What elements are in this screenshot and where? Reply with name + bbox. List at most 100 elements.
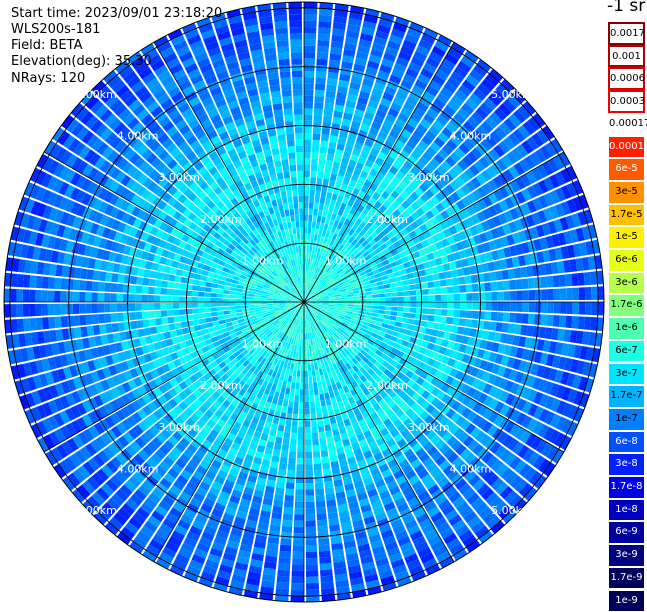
- beta-range-bin: [176, 269, 183, 276]
- beta-range-bin: [510, 291, 517, 301]
- beta-range-bin: [559, 275, 566, 287]
- beta-range-bin: [129, 294, 135, 302]
- beta-range-bin: [110, 303, 117, 312]
- beta-range-bin: [280, 538, 291, 545]
- beta-range-bin: [236, 312, 243, 316]
- beta-range-bin: [341, 300, 347, 302]
- beta-range-bin: [318, 388, 323, 395]
- beta-range-bin: [167, 303, 173, 309]
- beta-range-bin: [48, 277, 55, 289]
- beta-range-bin: [316, 71, 327, 78]
- beta-range-bin: [314, 102, 323, 109]
- beta-range-bin: [498, 302, 504, 311]
- beta-range-bin: [326, 154, 334, 161]
- beta-range-bin: [385, 293, 392, 297]
- beta-range-bin: [305, 452, 312, 458]
- beta-range-bin: [483, 273, 490, 282]
- beta-range-bin: [124, 275, 131, 284]
- beta-range-bin: [321, 134, 329, 141]
- beta-range-bin: [306, 252, 309, 258]
- beta-range-bin: [390, 316, 397, 321]
- beta-range-bin: [503, 280, 510, 290]
- beta-range-bin: [565, 316, 572, 328]
- beta-range-bin: [317, 381, 322, 388]
- beta-range-bin: [514, 324, 521, 334]
- beta-range-bin: [454, 302, 460, 309]
- beta-range-bin: [305, 402, 310, 408]
- beta-range-bin: [306, 583, 319, 590]
- beta-range-bin: [275, 437, 282, 444]
- beta-range-bin: [540, 314, 547, 325]
- beta-range-bin: [314, 363, 318, 370]
- beta-range-bin: [182, 271, 189, 278]
- beta-range-bin: [23, 289, 30, 302]
- beta-range-bin: [591, 287, 598, 300]
- beta-range-bin: [327, 436, 334, 443]
- beta-range-bin: [366, 298, 372, 301]
- beta-range-bin: [447, 286, 454, 293]
- beta-range-bin: [441, 302, 447, 308]
- beta-range-bin: [86, 281, 93, 291]
- beta-range-bin: [529, 290, 536, 300]
- beta-range-bin: [314, 203, 319, 210]
- beta-range-bin: [410, 302, 416, 307]
- beta-range-bin: [460, 302, 466, 309]
- beta-range-bin: [279, 393, 285, 400]
- beta-range-bin: [419, 270, 426, 277]
- beta-range-bin: [319, 9, 333, 16]
- beta-range-bin: [317, 216, 322, 223]
- beta-range-bin: [315, 482, 324, 489]
- beta-range-bin: [105, 324, 112, 334]
- beta-range-bin: [402, 280, 409, 286]
- beta-range-bin: [327, 506, 337, 513]
- beta-range-bin: [577, 273, 584, 286]
- beta-range-bin: [260, 298, 266, 300]
- beta-range-bin: [198, 297, 204, 302]
- beta-range-bin: [11, 273, 18, 287]
- beta-range-bin: [206, 277, 213, 283]
- beta-range-bin: [305, 458, 312, 464]
- beta-range-bin: [167, 317, 174, 324]
- beta-range-bin: [291, 583, 304, 590]
- beta-range-bin: [295, 502, 304, 508]
- beta-range-bin: [218, 315, 225, 320]
- beta-range-bin: [204, 303, 210, 308]
- beta-range-bin: [254, 297, 260, 300]
- beta-range-bin: [298, 427, 304, 433]
- beta-range-bin: [54, 317, 61, 329]
- beta-range-bin: [279, 418, 286, 425]
- beta-range-bin: [304, 240, 307, 246]
- beta-range-bin: [384, 315, 391, 320]
- beta-range-bin: [366, 291, 373, 295]
- beta-range-bin: [315, 84, 325, 91]
- beta-range-bin: [304, 127, 312, 133]
- beta-range-bin: [208, 327, 215, 333]
- beta-range-bin: [495, 271, 502, 281]
- beta-range-bin: [509, 280, 516, 290]
- beta-range-bin: [289, 445, 296, 452]
- beta-range-bin: [318, 159, 325, 166]
- beta-range-bin: [485, 302, 491, 310]
- beta-range-bin: [283, 507, 293, 514]
- beta-range-bin: [144, 269, 151, 277]
- beta-range-bin: [267, 302, 273, 304]
- beta-range-bin: [484, 311, 491, 320]
- beta-range-bin: [285, 419, 291, 426]
- beta-range-bin: [478, 311, 485, 319]
- beta-range-bin: [560, 302, 567, 314]
- beta-range-bin: [393, 271, 400, 277]
- beta-range-bin: [534, 277, 541, 288]
- beta-range-bin: [307, 233, 310, 239]
- beta-range-bin: [377, 314, 384, 319]
- beta-range-bin: [267, 298, 273, 300]
- beta-range-bin: [384, 310, 391, 315]
- beta-range-bin: [312, 215, 317, 222]
- beta-range-bin: [324, 481, 333, 488]
- beta-range-bin: [317, 52, 329, 59]
- beta-range-bin: [85, 292, 91, 302]
- beta-range-bin: [271, 423, 278, 430]
- beta-range-bin: [167, 289, 174, 296]
- beta-range-bin: [297, 458, 304, 464]
- beta-range-bin: [348, 299, 354, 301]
- beta-range-bin: [459, 318, 466, 326]
